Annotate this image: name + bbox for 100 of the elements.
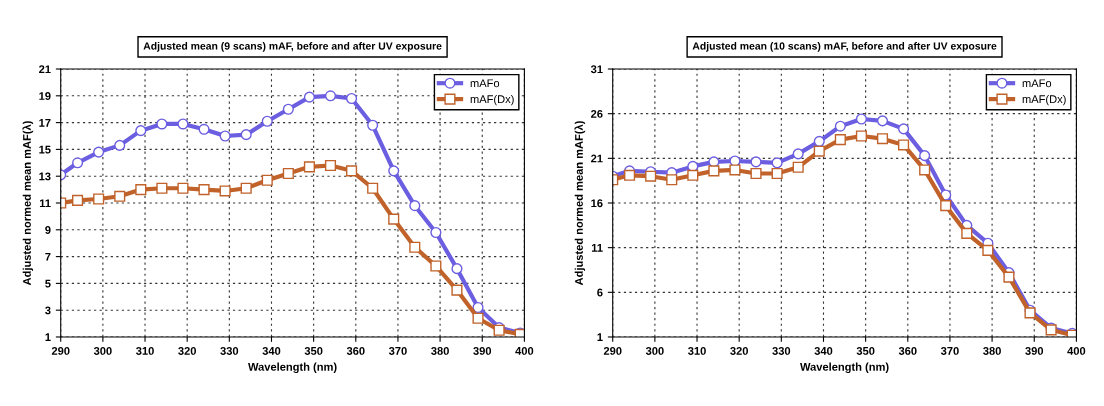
point [771, 167, 783, 180]
point [792, 148, 804, 160]
x-tick-label: 360 [346, 347, 365, 355]
point [645, 170, 657, 182]
x-tick-label: 320 [178, 347, 196, 355]
point [367, 119, 379, 131]
point [282, 167, 294, 180]
point [303, 91, 315, 103]
y-tick-label: 16 [591, 199, 603, 208]
point [792, 161, 804, 173]
point [240, 129, 252, 141]
point [388, 165, 400, 177]
point [834, 134, 846, 146]
point [834, 120, 846, 132]
y-tick-label: 21 [39, 65, 51, 74]
y-tick-label: 21 [591, 154, 603, 163]
x-tick-label: 370 [940, 347, 959, 355]
y-tick-label: 31 [590, 65, 603, 74]
x-tick-label: 400 [1067, 347, 1086, 355]
legend-label: mAF(Dx) [1022, 94, 1066, 106]
x-tick-label: 390 [1025, 347, 1044, 355]
x-tick-label: 310 [688, 347, 706, 355]
y-tick-label: 17 [39, 118, 51, 127]
point [177, 182, 189, 194]
point [855, 130, 867, 142]
y-tick-label: 7 [45, 252, 51, 261]
point [961, 227, 973, 239]
y-tick-label: 15 [39, 145, 51, 154]
point [624, 169, 636, 181]
x-tick-label: 330 [220, 347, 239, 355]
x-tick-label: 340 [814, 347, 833, 355]
x-tick-label: 360 [898, 347, 917, 355]
chart-title: Adjusted mean (10 scans) mAF, before and after UV exposure [692, 42, 997, 52]
point [430, 260, 442, 272]
point [135, 125, 147, 137]
point [156, 118, 168, 130]
point [93, 146, 105, 158]
point [898, 123, 910, 135]
point [114, 190, 126, 202]
y-tick-label: 1 [597, 333, 603, 342]
point [198, 184, 210, 196]
point [409, 241, 421, 253]
point [750, 156, 762, 168]
point [303, 161, 315, 173]
y-tick-label: 9 [45, 226, 51, 234]
point [114, 139, 126, 151]
y-axis-title: Adjusted normed mean mAF(λ) [22, 121, 34, 286]
x-tick-label: 350 [304, 347, 323, 355]
point [430, 226, 442, 239]
y-tick-label: 26 [591, 109, 603, 118]
point [472, 312, 484, 324]
point [367, 182, 379, 194]
point [919, 150, 931, 162]
point [177, 118, 189, 130]
x-tick-label: 300 [645, 347, 664, 355]
point [324, 90, 337, 102]
legend-label: mAFo [1022, 79, 1052, 88]
point [940, 200, 952, 212]
point [876, 133, 889, 145]
point [919, 164, 931, 176]
point [813, 135, 825, 147]
point [750, 167, 762, 180]
x-axis-title: Wavelength (nm) [800, 362, 889, 374]
point [687, 169, 699, 181]
y-tick-label: 11 [39, 199, 51, 208]
point [219, 130, 231, 142]
point [261, 174, 273, 186]
y-tick-label: 13 [39, 172, 51, 181]
point [813, 145, 825, 157]
point [472, 301, 484, 314]
y-tick-label: 5 [45, 279, 51, 288]
point [409, 200, 421, 212]
x-tick-label: 350 [856, 347, 875, 355]
x-axis-title: Wavelength (nm) [248, 362, 337, 374]
legend-label: mAF(Dx) [470, 94, 514, 106]
point [72, 157, 84, 169]
point [855, 113, 867, 125]
point [72, 194, 84, 206]
point [282, 103, 294, 115]
x-tick-label: 380 [983, 347, 1001, 355]
point [346, 165, 358, 177]
x-tick-label: 380 [431, 347, 449, 355]
y-tick-label: 6 [597, 288, 603, 297]
point [982, 244, 994, 256]
x-tick-label: 320 [730, 347, 748, 355]
x-tick-label: 310 [136, 347, 154, 355]
x-tick-label: 400 [515, 347, 534, 355]
y-tick-label: 11 [591, 244, 603, 252]
point [198, 123, 210, 135]
point [451, 263, 463, 275]
y-axis-title: Adjusted normed mean mAF(λ) [574, 121, 586, 286]
x-tick-label: 300 [93, 347, 112, 355]
x-tick-label: 370 [388, 347, 407, 355]
y-tick-label: 1 [45, 333, 51, 342]
point [93, 193, 105, 205]
point [708, 165, 720, 177]
point [261, 115, 273, 127]
point [898, 139, 910, 151]
point [324, 159, 337, 172]
x-tick-label: 340 [262, 347, 281, 355]
